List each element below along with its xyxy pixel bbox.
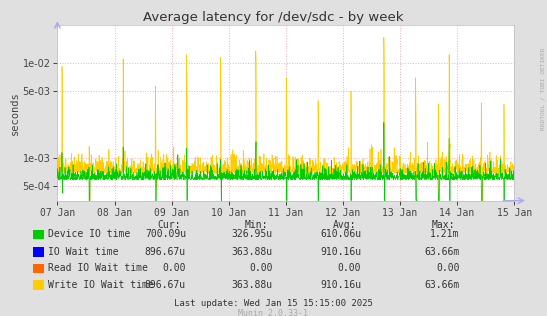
Text: Last update: Wed Jan 15 15:15:00 2025: Last update: Wed Jan 15 15:15:00 2025 (174, 300, 373, 308)
Text: Read IO Wait time: Read IO Wait time (48, 263, 148, 273)
Text: Avg:: Avg: (333, 220, 356, 230)
Text: Max:: Max: (432, 220, 455, 230)
Text: 896.67u: 896.67u (145, 247, 186, 257)
Text: 363.88u: 363.88u (231, 247, 272, 257)
Text: Min:: Min: (245, 220, 267, 230)
Text: 610.06u: 610.06u (320, 229, 361, 240)
Text: Munin 2.0.33-1: Munin 2.0.33-1 (238, 309, 309, 316)
Text: 0.00: 0.00 (436, 263, 459, 273)
Text: Average latency for /dev/sdc - by week: Average latency for /dev/sdc - by week (143, 11, 404, 24)
Text: Cur:: Cur: (158, 220, 181, 230)
Text: 363.88u: 363.88u (231, 280, 272, 290)
Text: 0.00: 0.00 (162, 263, 186, 273)
Text: 896.67u: 896.67u (145, 280, 186, 290)
Text: 910.16u: 910.16u (320, 280, 361, 290)
Text: Write IO Wait time: Write IO Wait time (48, 280, 154, 290)
Y-axis label: seconds: seconds (10, 91, 20, 135)
Text: 63.66m: 63.66m (424, 247, 459, 257)
Text: 1.21m: 1.21m (430, 229, 459, 240)
Text: Device IO time: Device IO time (48, 229, 130, 240)
Text: 63.66m: 63.66m (424, 280, 459, 290)
Text: IO Wait time: IO Wait time (48, 247, 119, 257)
Text: 0.00: 0.00 (249, 263, 272, 273)
Text: 0.00: 0.00 (337, 263, 361, 273)
Text: 910.16u: 910.16u (320, 247, 361, 257)
Text: RRDTOOL / TOBI OETIKER: RRDTOOL / TOBI OETIKER (541, 47, 546, 130)
Text: 700.09u: 700.09u (145, 229, 186, 240)
Text: 326.95u: 326.95u (231, 229, 272, 240)
